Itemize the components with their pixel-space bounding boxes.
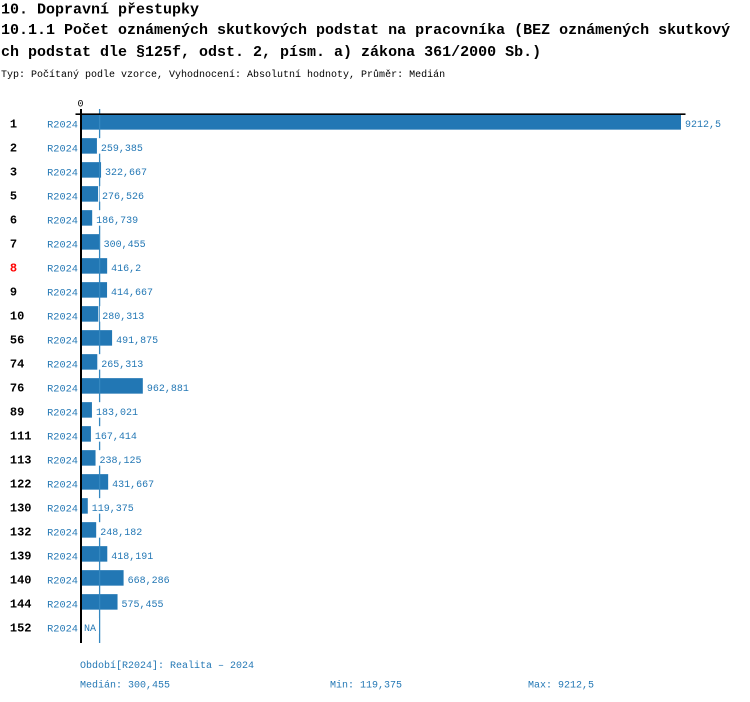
svg-text:132: 132 xyxy=(10,526,32,540)
svg-text:0: 0 xyxy=(77,100,83,111)
svg-text:668,286: 668,286 xyxy=(128,576,170,587)
svg-text:R2024: R2024 xyxy=(47,431,78,443)
svg-text:R2024: R2024 xyxy=(47,407,78,419)
svg-text:186,739: 186,739 xyxy=(96,216,138,227)
svg-text:183,021: 183,021 xyxy=(96,408,138,419)
svg-text:10.1.1 Počet oznámených skutko: 10.1.1 Počet oznámených skutkových podst… xyxy=(1,22,730,39)
svg-text:144: 144 xyxy=(10,598,32,612)
svg-text:Období[R2024]: Realita – 2024: Období[R2024]: Realita – 2024 xyxy=(80,660,254,672)
svg-text:R2024: R2024 xyxy=(47,287,78,299)
svg-text:265,313: 265,313 xyxy=(101,360,143,371)
svg-text:300,455: 300,455 xyxy=(104,240,146,251)
svg-text:R2024: R2024 xyxy=(47,191,78,203)
svg-text:575,455: 575,455 xyxy=(122,600,164,611)
svg-text:2: 2 xyxy=(10,142,17,156)
svg-text:Min: 119,375: Min: 119,375 xyxy=(330,680,402,692)
svg-text:R2024: R2024 xyxy=(47,239,78,251)
svg-text:248,182: 248,182 xyxy=(100,528,142,539)
svg-text:R2024: R2024 xyxy=(47,215,78,227)
svg-text:Medián: 300,455: Medián: 300,455 xyxy=(80,680,170,692)
svg-text:74: 74 xyxy=(10,358,24,372)
svg-text:R2024: R2024 xyxy=(47,311,78,323)
svg-text:276,526: 276,526 xyxy=(102,192,144,203)
svg-text:238,125: 238,125 xyxy=(100,456,142,467)
svg-text:R2024: R2024 xyxy=(47,455,78,467)
svg-text:R2024: R2024 xyxy=(47,623,78,635)
svg-text:R2024: R2024 xyxy=(47,263,78,275)
svg-text:491,875: 491,875 xyxy=(116,336,158,347)
svg-text:Max: 9212,5: Max: 9212,5 xyxy=(528,681,594,692)
svg-text:139: 139 xyxy=(10,550,32,564)
svg-text:R2024: R2024 xyxy=(47,479,78,491)
svg-text:119,375: 119,375 xyxy=(92,504,134,515)
svg-text:R2024: R2024 xyxy=(47,167,78,179)
svg-text:R2024: R2024 xyxy=(47,575,78,587)
svg-text:9212,5: 9212,5 xyxy=(685,120,721,131)
svg-text:R2024: R2024 xyxy=(47,551,78,563)
svg-text:152: 152 xyxy=(10,622,32,636)
svg-text:8: 8 xyxy=(10,262,17,276)
svg-text:89: 89 xyxy=(10,406,24,420)
svg-text:6: 6 xyxy=(10,214,17,228)
svg-text:56: 56 xyxy=(10,334,24,348)
svg-text:R2024: R2024 xyxy=(47,119,78,131)
svg-text:1: 1 xyxy=(10,118,17,132)
svg-text:280,313: 280,313 xyxy=(102,312,144,323)
svg-text:10. Dopravní přestupky: 10. Dopravní přestupky xyxy=(1,2,199,19)
svg-text:NA: NA xyxy=(84,624,96,635)
svg-text:R2024: R2024 xyxy=(47,335,78,347)
svg-text:76: 76 xyxy=(10,382,24,396)
svg-text:R2024: R2024 xyxy=(47,383,78,395)
svg-text:130: 130 xyxy=(10,502,32,516)
svg-text:962,881: 962,881 xyxy=(147,384,189,395)
svg-text:Typ: Počítaný podle vzorce, Vy: Typ: Počítaný podle vzorce, Vyhodnocení:… xyxy=(1,68,445,81)
svg-text:R2024: R2024 xyxy=(47,143,78,155)
svg-text:R2024: R2024 xyxy=(47,503,78,515)
svg-text:R2024: R2024 xyxy=(47,527,78,539)
svg-text:113: 113 xyxy=(10,454,32,468)
svg-text:140: 140 xyxy=(10,574,32,588)
svg-text:414,667: 414,667 xyxy=(111,288,153,299)
svg-text:9: 9 xyxy=(10,286,17,300)
svg-text:3: 3 xyxy=(10,166,17,180)
svg-text:416,2: 416,2 xyxy=(111,264,141,275)
svg-text:418,191: 418,191 xyxy=(111,552,153,563)
svg-text:322,667: 322,667 xyxy=(105,168,147,179)
svg-text:ch podstat dle §125f, odst. 2,: ch podstat dle §125f, odst. 2, písm. a) … xyxy=(1,44,541,61)
svg-text:R2024: R2024 xyxy=(47,359,78,371)
svg-text:7: 7 xyxy=(10,238,17,252)
svg-text:431,667: 431,667 xyxy=(112,480,154,491)
svg-text:5: 5 xyxy=(10,190,17,204)
svg-text:111: 111 xyxy=(10,430,32,444)
svg-text:167,414: 167,414 xyxy=(95,432,137,443)
svg-text:122: 122 xyxy=(10,478,32,492)
svg-text:259,385: 259,385 xyxy=(101,144,143,155)
svg-text:10: 10 xyxy=(10,310,24,324)
svg-text:R2024: R2024 xyxy=(47,599,78,611)
